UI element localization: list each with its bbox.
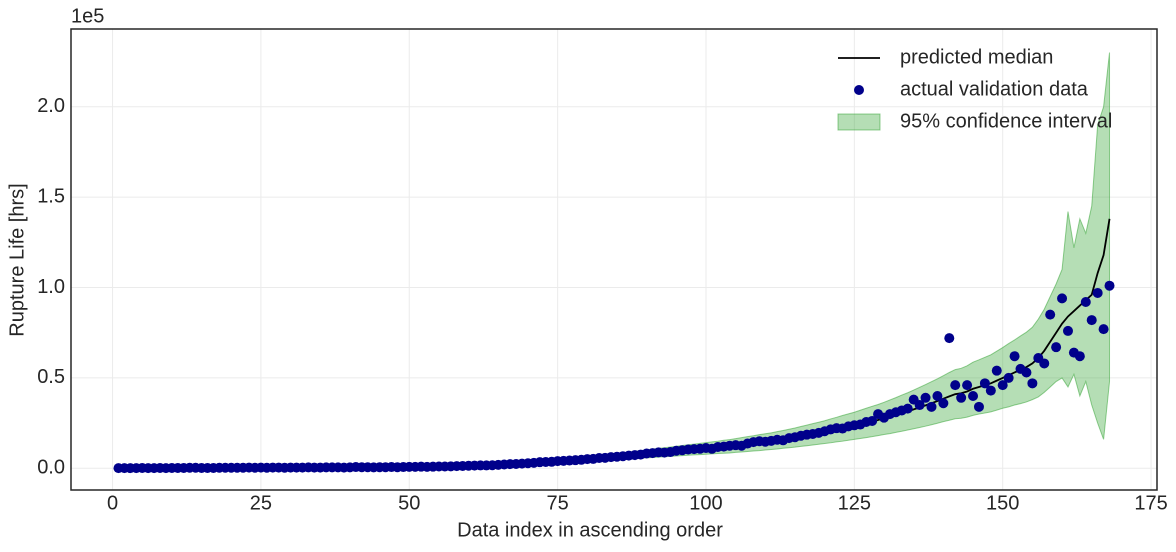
data-point (979, 378, 990, 389)
x-tick-label: 75 (546, 492, 568, 514)
median-line (118, 218, 1111, 470)
legend-symbol (837, 113, 881, 131)
data-point (1057, 293, 1068, 304)
data-point (997, 380, 1008, 391)
data-point (1074, 351, 1085, 362)
y-tick-label: 1.5 (37, 185, 65, 207)
legend-label: predicted median (900, 46, 1053, 68)
data-point (1009, 351, 1020, 362)
y-tick-label: 0.0 (37, 457, 65, 479)
data-point (962, 380, 973, 391)
x-tick-label: 50 (398, 492, 420, 514)
y-tick-label: 2.0 (37, 95, 65, 117)
x-tick-label: 125 (838, 492, 871, 514)
data-point (914, 400, 925, 411)
data-point (1027, 378, 1038, 389)
data-point (1104, 280, 1115, 291)
legend-symbol (854, 85, 864, 95)
data-point (1098, 324, 1109, 335)
data-point (938, 398, 949, 409)
y-tick-label: 1.0 (37, 276, 65, 298)
data-point (1051, 342, 1062, 353)
x-tick-label: 0 (107, 492, 118, 514)
data-point (1086, 315, 1097, 326)
data-point (956, 392, 967, 403)
data-point (968, 390, 979, 401)
data-point (920, 392, 931, 403)
x-tick-label: 175 (1134, 492, 1167, 514)
legend-label: 95% confidence interval (900, 110, 1112, 132)
y-offset-label: 1e5 (71, 5, 104, 27)
data-point (950, 380, 961, 391)
data-point (932, 390, 943, 401)
data-point (1092, 287, 1103, 298)
data-point (1062, 325, 1073, 336)
data-point (1003, 372, 1014, 383)
x-axis-label: Data index in ascending order (457, 519, 723, 541)
x-tick-label: 100 (689, 492, 722, 514)
data-point (926, 401, 937, 412)
data-point (985, 385, 996, 396)
plot-frame (70, 28, 1158, 491)
data-point (991, 365, 1002, 376)
data-point (1021, 367, 1032, 378)
data-point (902, 403, 913, 414)
data-point (867, 415, 878, 426)
y-tick-label: 0.5 (37, 366, 65, 388)
legend-label: actual validation data (900, 78, 1089, 100)
data-point (1039, 358, 1050, 369)
data-point (1080, 296, 1091, 307)
y-axis-label: Rupture Life [hrs] (6, 183, 28, 336)
data-point (973, 401, 984, 412)
x-tick-label: 150 (986, 492, 1019, 514)
x-tick-label: 25 (250, 492, 272, 514)
data-point (944, 333, 955, 344)
data-point (1045, 309, 1056, 320)
